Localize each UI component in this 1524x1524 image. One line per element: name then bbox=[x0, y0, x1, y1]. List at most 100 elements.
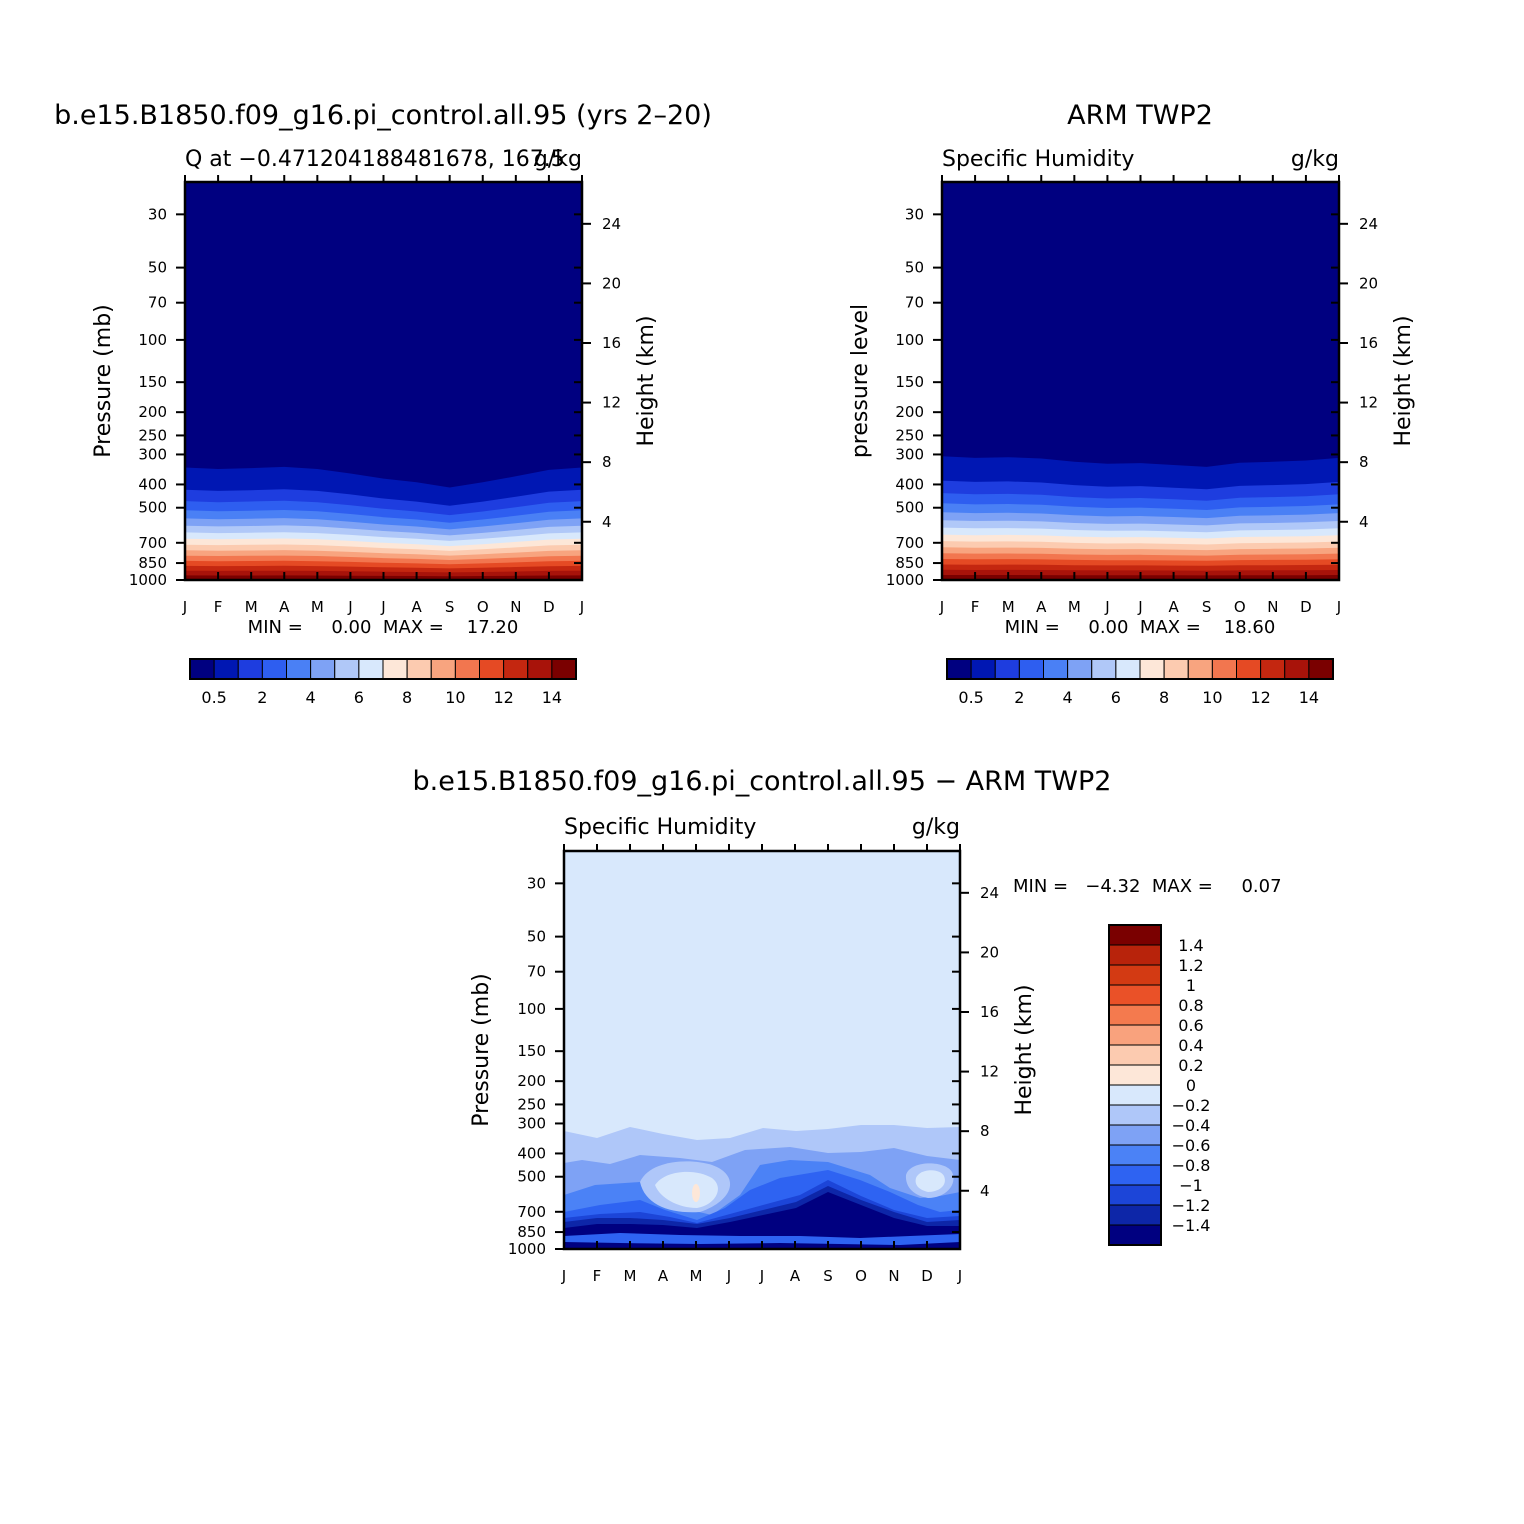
height-tick-label: 24 bbox=[602, 215, 621, 233]
month-tick-label: J bbox=[579, 598, 584, 616]
colorbar-swatch bbox=[1260, 658, 1286, 680]
pressure-tick-label: 30 bbox=[148, 205, 167, 223]
colorbar-label: 10 bbox=[1202, 688, 1222, 707]
colorbar-swatch bbox=[334, 658, 360, 680]
pressure-tick-label: 400 bbox=[138, 475, 167, 493]
panel-diff-subtitle-right: g/kg bbox=[912, 815, 960, 840]
colorbar-swatch bbox=[189, 658, 215, 680]
month-tick-label: F bbox=[971, 598, 980, 616]
panel-obs-subtitle-left: Specific Humidity bbox=[942, 147, 1134, 172]
panel-model-subtitle-left: Q at −0.471204188481678, 167.5 bbox=[185, 147, 565, 172]
month-tick-label: J bbox=[726, 1267, 731, 1285]
month-tick-label: M bbox=[624, 1267, 637, 1285]
pressure-tick-label: 100 bbox=[138, 331, 167, 349]
panel-diff-contour-field bbox=[564, 851, 960, 1249]
height-tick-label: 4 bbox=[602, 513, 612, 531]
colorbar-swatch bbox=[527, 658, 553, 680]
colorbar-swatch bbox=[1108, 944, 1162, 966]
panel-model-colorbar: 0.5 2 4 6 8 10 12 14 bbox=[189, 658, 577, 707]
pressure-tick-label: 500 bbox=[517, 1168, 546, 1186]
pressure-tick-label: 700 bbox=[895, 534, 924, 552]
month-tick-label: M bbox=[311, 598, 324, 616]
colorbar-swatch bbox=[454, 658, 480, 680]
colorbar-swatch bbox=[1108, 1164, 1162, 1186]
colorbar-label: 12 bbox=[1250, 688, 1270, 707]
month-tick-label: J bbox=[1336, 598, 1341, 616]
pressure-tick-label: 200 bbox=[138, 403, 167, 421]
colorbar-swatch bbox=[1043, 658, 1069, 680]
height-tick-label: 16 bbox=[1359, 334, 1378, 352]
colorbar-swatch bbox=[994, 658, 1020, 680]
pressure-tick-label: 500 bbox=[138, 499, 167, 517]
colorbar-swatch bbox=[503, 658, 529, 680]
month-tick-label: N bbox=[510, 598, 521, 616]
colorbar-swatch bbox=[1108, 1064, 1162, 1086]
colorbar-swatch bbox=[479, 658, 505, 680]
height-tick-label: 12 bbox=[1359, 394, 1378, 412]
colorbar-swatch bbox=[1187, 658, 1213, 680]
colorbar-label: −0.6 bbox=[1172, 1136, 1211, 1155]
colorbar-label: 1 bbox=[1186, 976, 1196, 995]
height-tick-label: 12 bbox=[980, 1063, 999, 1081]
pressure-tick-label: 70 bbox=[527, 963, 546, 981]
pressure-tick-label: 250 bbox=[517, 1095, 546, 1113]
pressure-tick-label: 400 bbox=[895, 475, 924, 493]
pressure-tick-label: 250 bbox=[895, 426, 924, 444]
colorbar-label: 2 bbox=[1014, 688, 1024, 707]
colorbar-frame bbox=[1108, 924, 1162, 1246]
panel-diff-title: b.e15.B1850.f09_g16.pi_control.all.95 − … bbox=[413, 766, 1112, 797]
pressure-tick-label: 70 bbox=[905, 294, 924, 312]
height-tick-label: 16 bbox=[602, 334, 621, 352]
panel-diff-min-max: MIN = −4.32 MAX = 0.07 bbox=[1013, 876, 1282, 897]
month-tick-label: M bbox=[690, 1267, 703, 1285]
pressure-tick-label: 100 bbox=[517, 1000, 546, 1018]
colorbar-swatch bbox=[1108, 924, 1162, 946]
pressure-tick-label: 150 bbox=[517, 1042, 546, 1060]
colorbar-label: 0.8 bbox=[1178, 996, 1203, 1015]
panel-model-min-max: MIN = 0.00 MAX = 17.20 bbox=[248, 617, 519, 638]
pressure-tick-label: 1000 bbox=[508, 1240, 546, 1258]
pressure-tick-label: 700 bbox=[517, 1203, 546, 1221]
colorbar-label: 10 bbox=[445, 688, 465, 707]
colorbar-swatch bbox=[1108, 1044, 1162, 1066]
colorbar-swatch bbox=[1115, 658, 1141, 680]
height-tick-label: 20 bbox=[602, 274, 621, 292]
diff-blob-may-positive bbox=[692, 1184, 700, 1202]
month-tick-label: D bbox=[921, 1267, 933, 1285]
colorbar-swatch bbox=[1163, 658, 1189, 680]
colorbar-swatch bbox=[1108, 1224, 1162, 1246]
colorbar-swatch bbox=[946, 658, 972, 680]
height-tick-label: 24 bbox=[1359, 215, 1378, 233]
pressure-tick-label: 30 bbox=[527, 874, 546, 892]
month-tick-label: J bbox=[561, 1267, 566, 1285]
month-tick-label: J bbox=[1137, 598, 1142, 616]
pressure-tick-label: 200 bbox=[517, 1072, 546, 1090]
height-tick-label: 8 bbox=[602, 453, 612, 471]
colorbar-swatch bbox=[1108, 1204, 1162, 1226]
colorbar-swatch bbox=[1108, 1184, 1162, 1206]
colorbar-label: 0.5 bbox=[958, 688, 983, 707]
pressure-tick-label: 400 bbox=[517, 1144, 546, 1162]
colorbar-swatch bbox=[430, 658, 456, 680]
colorbar-swatch bbox=[1018, 658, 1044, 680]
panel-obs-contour-field bbox=[942, 182, 1339, 580]
colorbar-label: 14 bbox=[542, 688, 562, 707]
colorbar-swatch bbox=[1067, 658, 1093, 680]
colorbar-swatch bbox=[286, 658, 312, 680]
colorbar-swatch bbox=[1091, 658, 1117, 680]
colorbar-swatch bbox=[1108, 1144, 1162, 1166]
month-tick-label: A bbox=[411, 598, 422, 616]
month-tick-label: M bbox=[1068, 598, 1081, 616]
colorbar-swatch bbox=[1284, 658, 1310, 680]
colorbar-label: 8 bbox=[1159, 688, 1169, 707]
colorbar-label: 1.2 bbox=[1178, 956, 1203, 975]
panel-diff-ylabel: Pressure (mb) bbox=[469, 973, 494, 1127]
colorbar-swatch bbox=[1108, 1104, 1162, 1126]
pressure-tick-label: 50 bbox=[905, 259, 924, 277]
month-tick-label: A bbox=[1168, 598, 1179, 616]
pressure-tick-label: 850 bbox=[895, 554, 924, 572]
month-tick-label: S bbox=[823, 1267, 833, 1285]
month-tick-label: J bbox=[957, 1267, 962, 1285]
